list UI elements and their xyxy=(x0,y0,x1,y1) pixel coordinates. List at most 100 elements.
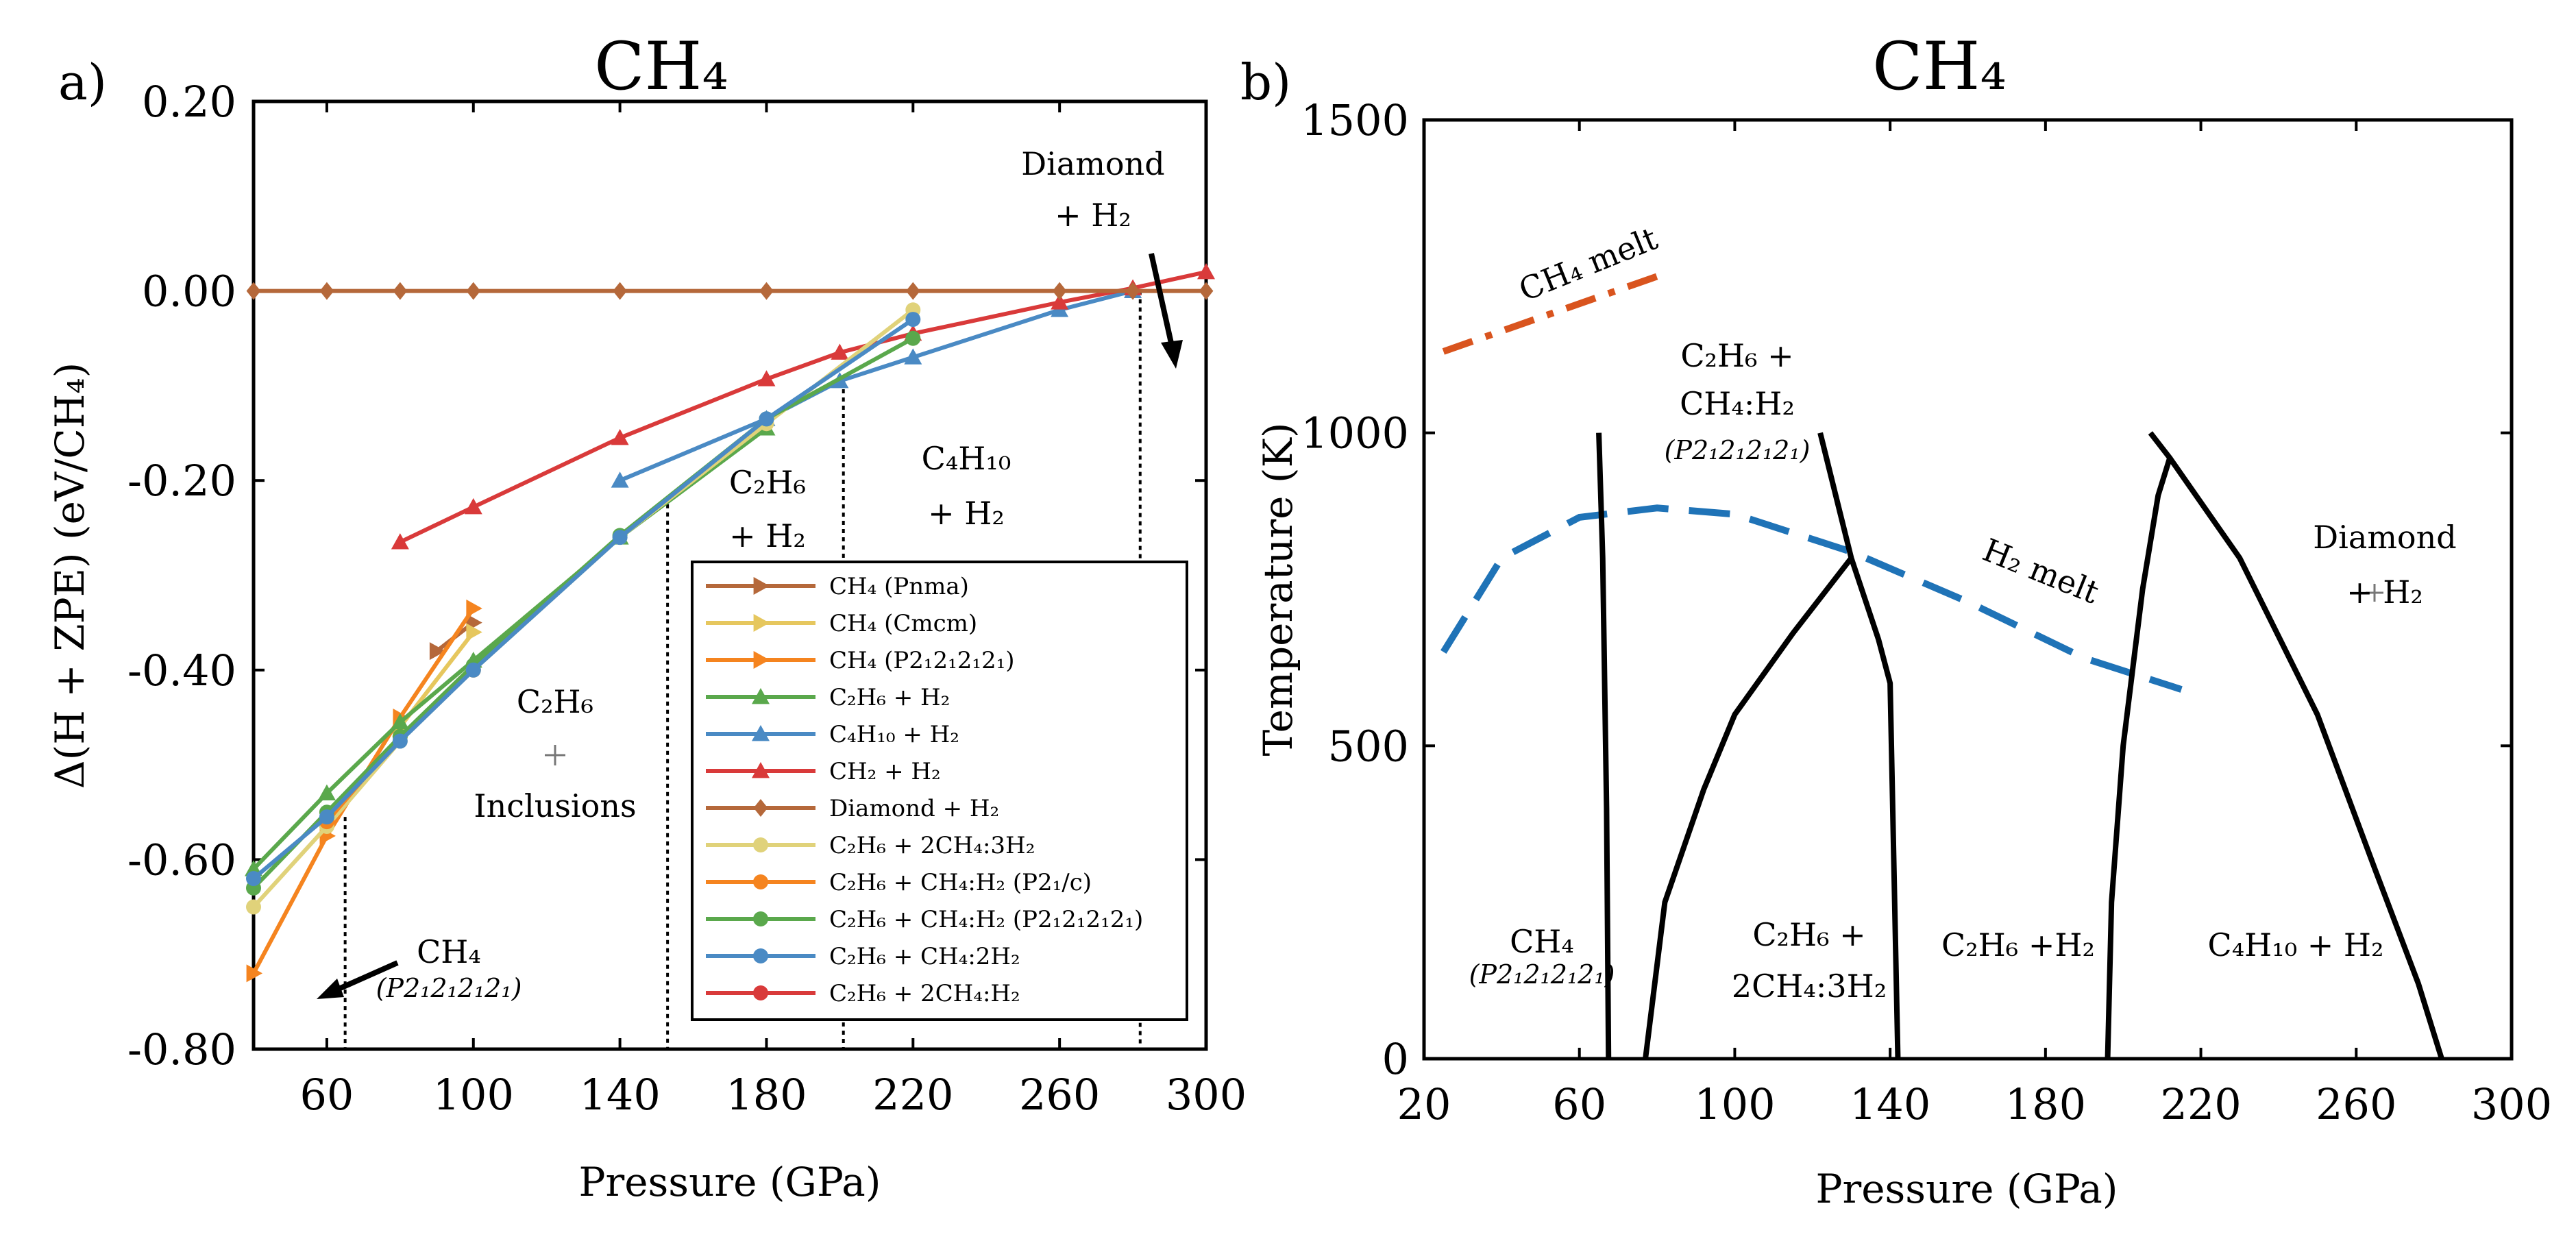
legend-label: CH₂ + H₂ xyxy=(829,758,941,785)
panel-b: b) CH₄ 20 60 100 140 180 220 260 300 0 500 1000 150… xyxy=(1240,28,2552,1212)
legend-marker xyxy=(753,837,768,852)
legend-entry: C₂H₆ + CH₄:H₂ (P2₁/c) xyxy=(706,869,1092,896)
legend-marker xyxy=(752,725,770,741)
panel-a-plot-area xyxy=(252,99,1208,1051)
annotation-c4h10-h2: C₄H₁₀ + H₂ xyxy=(922,440,1011,532)
svg-text:(P2₁2₁2₁2₁): (P2₁2₁2₁2₁) xyxy=(376,973,522,1003)
series-ch-h xyxy=(391,262,1215,550)
legend-marker xyxy=(753,985,768,1000)
legend-marker xyxy=(753,874,768,889)
data-point xyxy=(393,282,408,300)
legend-label: C₂H₆ + CH₄:H₂ (P2₁2₁2₁2₁) xyxy=(829,906,1143,933)
x-tick-label: 260 xyxy=(2316,1079,2396,1129)
data-point xyxy=(1125,282,1140,300)
legend-label: C₂H₆ + CH₄:H₂ (P2₁/c) xyxy=(829,869,1092,896)
legend-marker xyxy=(753,911,768,926)
data-point xyxy=(246,899,261,915)
legend-marker xyxy=(753,948,768,963)
series-boundary-5 xyxy=(2167,456,2444,1060)
y-tick-label: 0.00 xyxy=(142,267,236,317)
x-tick-label: 260 xyxy=(1019,1070,1100,1120)
y-tick-label: 1000 xyxy=(1301,408,1409,458)
data-point xyxy=(905,282,920,300)
annotation-c2h6-h2-b: C₂H₆ +H₂ xyxy=(1941,926,2095,963)
svg-text:Inclusions: Inclusions xyxy=(474,787,636,824)
svg-text:CH₄:H₂: CH₄:H₂ xyxy=(1680,385,1795,422)
x-tick-label: 60 xyxy=(299,1070,354,1120)
data-point xyxy=(611,428,629,445)
series-h-melt xyxy=(1440,504,2183,693)
panel-b-plot-area xyxy=(1422,118,2514,1061)
svg-text:Diamond: Diamond xyxy=(1021,145,1164,182)
svg-text:C₂H₆ +: C₂H₆ + xyxy=(1752,916,1865,953)
x-tick-label: 100 xyxy=(433,1070,514,1120)
legend-label: CH₄ (Cmcm) xyxy=(829,610,977,637)
series-boundary-4 xyxy=(2105,431,2173,1059)
annotation-ch4-b: CH₄ (P2₁2₁2₁2₁) xyxy=(1469,923,1615,990)
svg-text:C₂H₆: C₂H₆ xyxy=(729,464,806,501)
data-point xyxy=(391,533,409,550)
legend-label: CH₄ (P2₁2₁2₁2₁) xyxy=(829,647,1015,674)
data-point xyxy=(466,623,482,641)
data-point xyxy=(391,713,409,730)
legend-label: C₂H₆ + 2CH₄:3H₂ xyxy=(829,832,1035,859)
data-point xyxy=(466,282,481,300)
panel-a-xlabel: Pressure (GPa) xyxy=(578,1159,881,1205)
y-tick-label: -0.40 xyxy=(127,646,236,696)
panel-b-xlabel: Pressure (GPa) xyxy=(1815,1166,2118,1212)
data-point xyxy=(319,282,334,300)
annotation-c2h6-h2: C₂H₆ + H₂ xyxy=(729,464,806,554)
legend-entry: C₄H₁₀ + H₂ xyxy=(706,721,959,748)
legend-marker xyxy=(752,688,770,704)
legend-entry: C₂H₆ + 2CH₄:3H₂ xyxy=(706,832,1035,859)
svg-text:(P2₁2₁2₁2₁): (P2₁2₁2₁2₁) xyxy=(1469,959,1615,990)
y-tick-label: -0.80 xyxy=(127,1024,236,1074)
annotation-c4h10-h2-b: C₄H₁₀ + H₂ xyxy=(2208,926,2384,963)
legend-marker xyxy=(753,614,770,632)
y-tick-label: 500 xyxy=(1328,721,1409,771)
panel-b-label: b) xyxy=(1240,53,1291,111)
legend-entry: CH₂ + H₂ xyxy=(706,758,941,785)
legend-entry: C₂H₆ + H₂ xyxy=(706,684,950,711)
data-point xyxy=(466,599,482,617)
series-diamond-h xyxy=(246,282,1214,300)
legend-marker xyxy=(753,799,768,817)
legend-entry: CH₄ (P2₁2₁2₁2₁) xyxy=(706,647,1015,674)
x-tick-label: 180 xyxy=(726,1070,807,1120)
data-point xyxy=(246,964,262,983)
svg-text:+ H₂: + H₂ xyxy=(2346,574,2423,611)
series-boundary-1 xyxy=(1596,432,1612,1059)
svg-text:C₄H₁₀: C₄H₁₀ xyxy=(922,440,1011,477)
annotation-inclusions: C₂H₆ Inclusions xyxy=(474,683,636,824)
y-tick-label: -0.60 xyxy=(127,835,236,885)
annotation-diamond-b: Diamond + H₂ xyxy=(2313,519,2456,611)
series-line xyxy=(619,288,1133,482)
panel-a-label: a) xyxy=(58,53,107,111)
annotation-ch4: CH₄ (P2₁2₁2₁2₁) xyxy=(376,933,522,1003)
data-point xyxy=(612,530,628,545)
series-c-h-ch-2h xyxy=(246,312,921,887)
legend-label: Diamond + H₂ xyxy=(829,795,999,822)
x-tick-label: 220 xyxy=(872,1070,953,1120)
x-tick-label: 100 xyxy=(1694,1079,1775,1129)
x-tick-label: 140 xyxy=(579,1070,660,1120)
svg-text:CH₄: CH₄ xyxy=(1510,923,1574,960)
data-point xyxy=(613,282,628,300)
data-point xyxy=(465,662,481,678)
legend-box xyxy=(691,561,1188,1021)
arrow-ch4 xyxy=(317,960,399,999)
legend-entry: C₂H₆ + CH₄:2H₂ xyxy=(706,943,1020,970)
panel-b-ticks: 20 60 100 140 180 220 260 300 0 500 1000 1500 xyxy=(1301,95,2552,1129)
label-h2-melt: H₂ melt xyxy=(1978,531,2105,611)
legend-marker xyxy=(753,651,770,669)
svg-text:+ H₂: + H₂ xyxy=(928,495,1005,532)
y-tick-label: 1500 xyxy=(1301,95,1409,145)
panel-a-series xyxy=(245,262,1215,983)
x-tick-label: 20 xyxy=(1397,1079,1451,1129)
x-tick-label: 60 xyxy=(1552,1079,1606,1129)
series-line xyxy=(399,270,1207,544)
svg-text:+ H₂: + H₂ xyxy=(1055,197,1131,234)
data-point xyxy=(246,282,261,300)
x-tick-label: 220 xyxy=(2160,1079,2241,1129)
